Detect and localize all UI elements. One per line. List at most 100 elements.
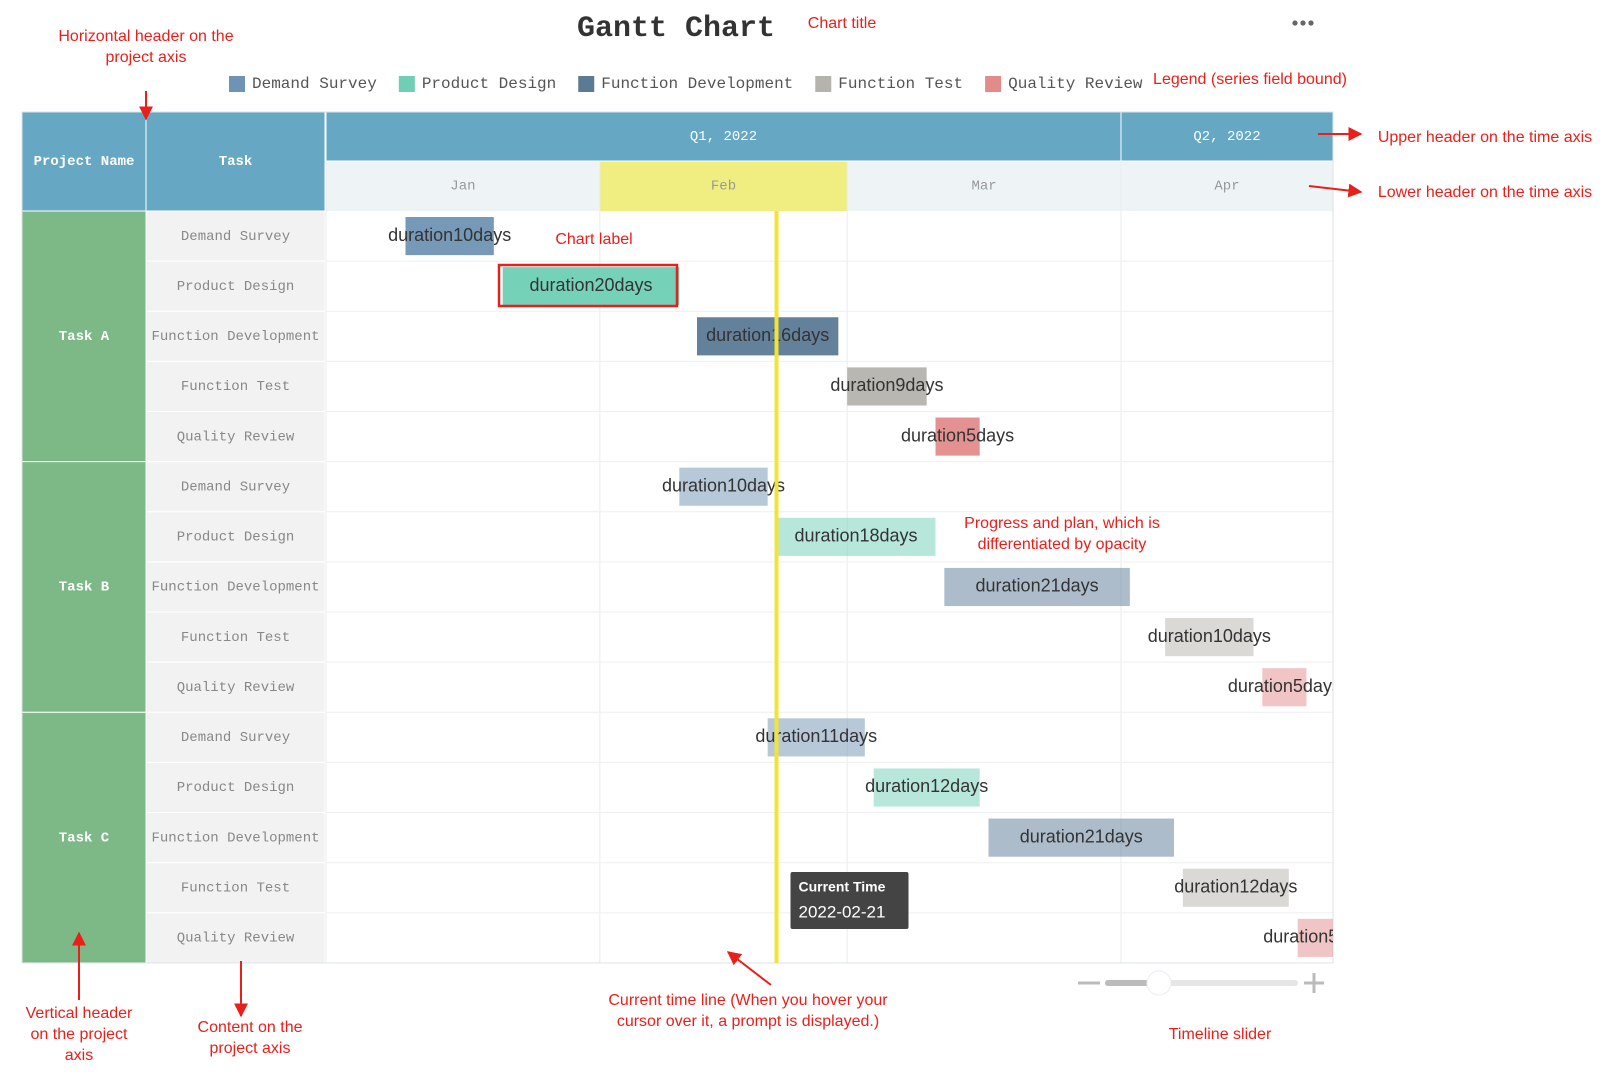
- bar: [1262, 668, 1307, 707]
- header-bg: [22, 112, 1333, 161]
- legend-swatch: [229, 76, 245, 92]
- task-cell: [145, 862, 326, 914]
- bar: [1182, 868, 1289, 907]
- task-label: Demand Survey: [181, 229, 290, 245]
- x-tick-label: Jan: [450, 179, 475, 195]
- slider[interactable]: [1078, 970, 1324, 996]
- bar: [988, 818, 1174, 857]
- task-cell: [145, 360, 326, 413]
- x-tick-label: Feb: [711, 179, 736, 195]
- project-label: Task A: [59, 329, 110, 345]
- task-label: Function Test: [181, 880, 290, 896]
- legend-swatch: [815, 76, 832, 92]
- x-tick-label: Mar: [971, 179, 996, 195]
- bar: [935, 417, 980, 456]
- annotation: Legend (series field bound): [1153, 71, 1347, 88]
- annotation: Chart title: [807, 15, 877, 32]
- bar-label: duration21days: [976, 576, 1099, 596]
- task-cell: [145, 461, 326, 513]
- arrows: [72, 91, 1363, 1018]
- project-label: Task C: [59, 830, 110, 846]
- legend-swatch: [398, 76, 415, 92]
- task-cell: [145, 260, 326, 312]
- annotation: Current time line (When you hover your c…: [608, 992, 888, 1030]
- annotation: Upper header on the time axis: [1377, 129, 1593, 146]
- bar: [873, 768, 980, 807]
- annotation: Progress and plan, which is differentiat…: [964, 515, 1160, 553]
- task-cell: [145, 661, 326, 713]
- bar: [1165, 618, 1254, 657]
- tooltip-value: 2022-02-21: [799, 902, 886, 921]
- task-label: Function Development: [151, 580, 319, 596]
- legend-label: Function Development: [601, 75, 793, 93]
- x-tick-label: Apr: [1214, 179, 1239, 195]
- quarter-label: Q1, 2022: [690, 129, 757, 145]
- bar: [697, 317, 839, 356]
- bar-label: duration10days: [1148, 626, 1271, 646]
- task-label: Demand Survey: [181, 730, 290, 746]
- plot: duration10days duration20days duration16da…: [388, 217, 1376, 957]
- menu[interactable]: [1292, 20, 1314, 26]
- bar-label: duration20days: [529, 275, 652, 295]
- task-label: Product Design: [177, 780, 295, 796]
- annotation: Chart label: [555, 231, 633, 248]
- bar: [847, 367, 927, 406]
- task-cell: [145, 761, 326, 814]
- tooltip-title: Current Time: [799, 879, 886, 895]
- bar-label: duration11days: [755, 726, 877, 746]
- annotation: Vertical header on the project axis: [25, 1005, 133, 1064]
- bar-label: duration10days: [662, 475, 785, 495]
- header-bg: [22, 161, 326, 211]
- bar: [405, 217, 494, 256]
- bar-label: duration12days: [865, 776, 988, 796]
- task-label: Function Test: [181, 379, 290, 395]
- annotation: Timeline slider: [1168, 1026, 1272, 1043]
- quarter-label: Q2, 2022: [1193, 129, 1260, 145]
- bar: [776, 517, 936, 556]
- task-label: Quality Review: [177, 429, 295, 445]
- task-label: Quality Review: [177, 931, 295, 947]
- task-label: Function Development: [151, 830, 319, 846]
- legend-swatch: [578, 76, 595, 92]
- bar: [944, 567, 1130, 607]
- task-label: Function Development: [151, 329, 319, 345]
- current-time: Current Time 2022-02-21: [774, 211, 909, 963]
- bar-label: duration5days: [901, 425, 1014, 445]
- bar-label: duration21days: [1020, 826, 1143, 846]
- annotation: Horizontal header on the project axis: [58, 28, 234, 66]
- bar-label: duration9days: [830, 375, 943, 395]
- bar-label: duration18days: [794, 526, 917, 546]
- bar: [502, 267, 680, 306]
- header-label: Task: [219, 154, 253, 170]
- legend-label: Demand Survey: [252, 75, 377, 93]
- task-cell: [145, 611, 326, 663]
- bar-label: duration12days: [1174, 877, 1297, 897]
- bar-label: duration16days: [706, 325, 829, 345]
- annotation: Lower header on the time axis: [1377, 184, 1593, 201]
- legend-swatch: [985, 76, 1002, 92]
- bar: [767, 718, 865, 757]
- month-highlight: [599, 161, 848, 211]
- legend: Demand Survey Product Design Function Deve…: [229, 75, 1143, 93]
- project-label: Task B: [59, 580, 110, 596]
- table: Project Name Task Jan Feb Mar Apr Q1, 2022 Q2, …: [21, 111, 1334, 964]
- bar-label: duration10days: [388, 225, 511, 245]
- task-label: Quality Review: [177, 680, 295, 696]
- task-label: Demand Survey: [181, 479, 290, 495]
- header-label: Project Name: [34, 154, 135, 170]
- chart-title: Gantt Chart: [577, 12, 775, 46]
- tooltip-bg: [790, 872, 909, 929]
- bar-label: duration5days: [1228, 676, 1341, 696]
- task-cell: [145, 310, 326, 362]
- bar-label: duration5days: [1263, 927, 1376, 947]
- task-label: Function Test: [181, 630, 290, 646]
- legend-label: Product Design: [422, 75, 556, 93]
- task-cell: [145, 210, 326, 262]
- legend-label: Quality Review: [1008, 75, 1143, 93]
- project-cell: [21, 461, 147, 713]
- task-label: Product Design: [177, 530, 295, 546]
- table-border: [21, 111, 1334, 964]
- annotation: Content on the project axis: [197, 1019, 303, 1057]
